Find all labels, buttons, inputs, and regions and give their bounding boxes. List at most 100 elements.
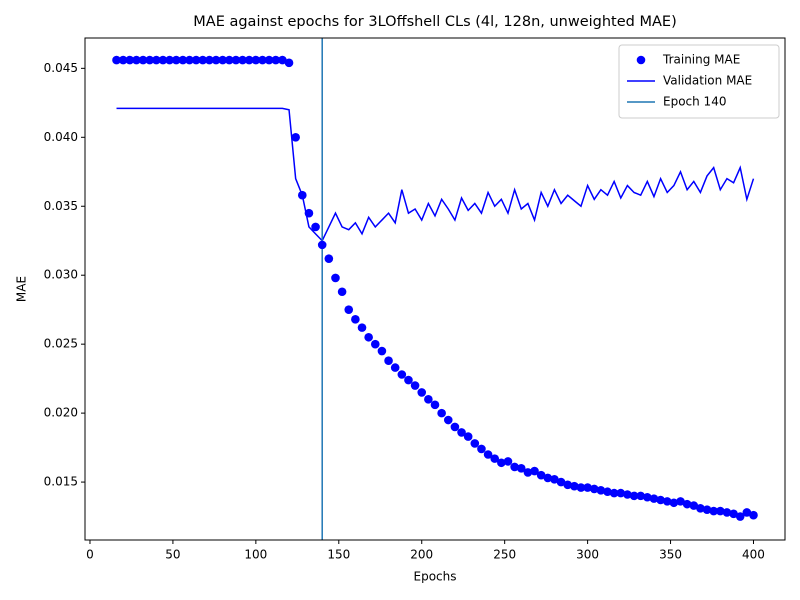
training-point bbox=[112, 55, 121, 65]
x-axis-label: Epochs bbox=[414, 570, 457, 584]
x-tick-label: 150 bbox=[327, 548, 350, 562]
training-point bbox=[629, 491, 639, 501]
x-tick-label: 250 bbox=[493, 548, 516, 562]
y-tick-label: 0.035 bbox=[44, 199, 78, 213]
training-point bbox=[516, 463, 526, 473]
training-point bbox=[264, 55, 274, 65]
training-point bbox=[132, 55, 141, 65]
training-point bbox=[225, 55, 234, 65]
training-point bbox=[503, 457, 513, 466]
training-point bbox=[258, 55, 267, 65]
y-axis-label: MAE bbox=[15, 276, 29, 302]
training-point bbox=[689, 501, 699, 510]
training-point bbox=[589, 484, 599, 494]
training-point bbox=[390, 363, 400, 372]
training-point bbox=[742, 508, 752, 517]
training-point bbox=[443, 415, 453, 425]
training-point bbox=[251, 55, 261, 65]
training-point bbox=[523, 468, 533, 477]
training-point bbox=[430, 400, 440, 410]
training-point bbox=[702, 505, 712, 514]
training-point bbox=[583, 483, 592, 492]
training-point bbox=[649, 494, 659, 503]
training-point bbox=[490, 454, 500, 463]
training-point bbox=[463, 432, 473, 441]
training-point bbox=[271, 55, 281, 65]
training-point bbox=[669, 498, 679, 508]
training-point bbox=[344, 305, 354, 314]
training-point bbox=[331, 273, 340, 283]
validation-line bbox=[116, 107, 755, 243]
training-point bbox=[410, 381, 420, 390]
training-point bbox=[722, 508, 732, 517]
x-tick-label: 100 bbox=[244, 548, 267, 562]
training-point bbox=[570, 481, 579, 491]
legend-label: Epoch 140 bbox=[663, 95, 726, 109]
training-point bbox=[125, 55, 135, 65]
training-point bbox=[656, 495, 665, 505]
training-point bbox=[351, 315, 360, 324]
training-point bbox=[477, 444, 486, 454]
y-tick-label: 0.030 bbox=[44, 268, 78, 282]
legend-marker bbox=[636, 55, 646, 65]
x-tick-label: 50 bbox=[165, 548, 180, 562]
legend-label: Validation MAE bbox=[663, 74, 752, 88]
training-point bbox=[596, 486, 606, 495]
training-point bbox=[483, 450, 493, 459]
training-point bbox=[623, 490, 632, 499]
training-point bbox=[636, 491, 645, 501]
training-point bbox=[643, 492, 652, 502]
training-point bbox=[145, 55, 154, 65]
training-point bbox=[404, 375, 413, 385]
training-point bbox=[384, 356, 393, 366]
training-point bbox=[530, 466, 539, 476]
training-point bbox=[609, 488, 619, 498]
y-tick-label: 0.040 bbox=[44, 130, 78, 144]
training-point bbox=[424, 395, 433, 404]
training-point bbox=[662, 497, 672, 506]
training-point bbox=[576, 483, 586, 492]
training-point bbox=[470, 439, 480, 448]
training-point bbox=[536, 470, 546, 480]
training-point bbox=[457, 428, 466, 437]
training-point bbox=[437, 408, 446, 418]
training-point bbox=[729, 509, 738, 519]
y-tick-label: 0.025 bbox=[44, 337, 78, 351]
training-point bbox=[510, 462, 519, 472]
training-point bbox=[211, 55, 221, 65]
training-point bbox=[198, 55, 208, 65]
training-point bbox=[417, 388, 427, 397]
training-point bbox=[311, 222, 320, 232]
training-point bbox=[317, 240, 327, 250]
training-point bbox=[118, 55, 128, 65]
training-point bbox=[171, 55, 181, 65]
training-point bbox=[709, 506, 718, 516]
x-tick-label: 0 bbox=[86, 548, 94, 562]
training-point bbox=[735, 512, 745, 521]
training-point bbox=[165, 55, 174, 65]
training-point bbox=[244, 55, 254, 65]
training-point bbox=[550, 475, 559, 484]
training-point bbox=[397, 370, 407, 379]
training-point bbox=[324, 254, 334, 263]
y-tick-label: 0.015 bbox=[44, 475, 78, 489]
plot-frame bbox=[84, 37, 786, 541]
training-point bbox=[191, 55, 201, 65]
training-point bbox=[556, 477, 566, 487]
training-point bbox=[749, 510, 758, 520]
y-tick-label: 0.020 bbox=[44, 406, 78, 420]
y-tick-label: 0.045 bbox=[44, 61, 78, 75]
training-point bbox=[291, 132, 300, 142]
training-point bbox=[304, 208, 314, 218]
training-point bbox=[616, 488, 626, 498]
training-point bbox=[278, 55, 287, 65]
legend-box bbox=[618, 44, 780, 119]
plot-area bbox=[112, 38, 758, 540]
training-point bbox=[716, 506, 725, 516]
training-point bbox=[158, 55, 168, 65]
legend-label: Training MAE bbox=[662, 53, 740, 67]
training-point bbox=[152, 55, 161, 65]
training-point bbox=[563, 480, 573, 490]
training-point bbox=[357, 323, 367, 332]
